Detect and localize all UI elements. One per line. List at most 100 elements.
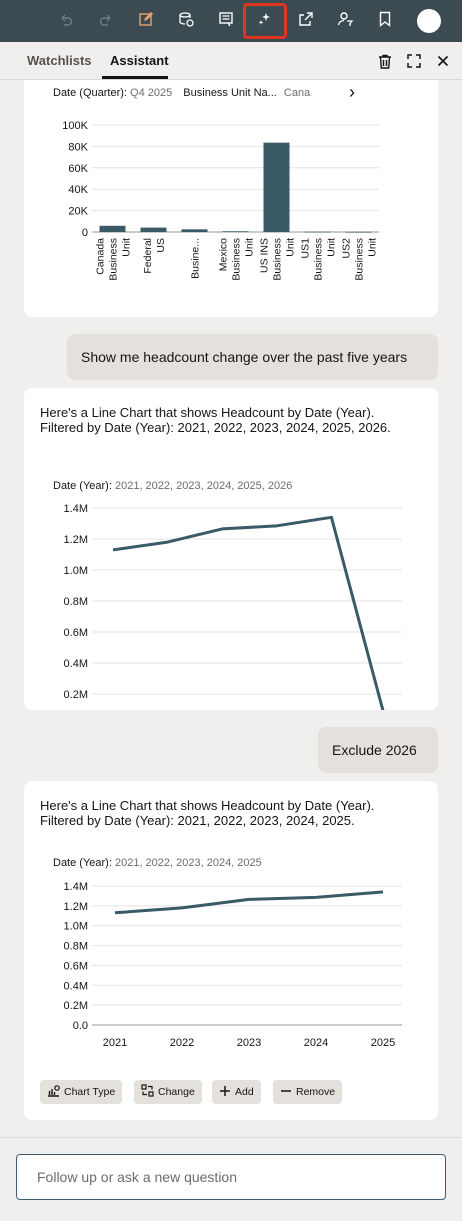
series-line [112,515,385,710]
y-tick-label: 0 [82,227,88,239]
edit-button[interactable] [126,5,166,37]
filter-label: Date (Year): [53,480,112,492]
filter-value: Q4 2025 [130,87,173,99]
series-line [114,890,384,915]
filter-value-2: Cana [283,87,311,99]
edit-icon [138,11,154,32]
bookmark-icon [377,11,393,32]
assistant-message-text: Here's a Line Chart that shows Headcount… [40,405,391,435]
bookmark-button[interactable] [365,5,405,37]
x-tick-label: Canada [95,238,107,275]
x-tick-label: 2025 [371,1037,395,1049]
add-button[interactable]: Add [212,1080,261,1104]
bar [345,231,372,233]
x-tick-label: 2022 [170,1037,194,1049]
tab-assistant[interactable]: Assistant [110,53,169,68]
x-tick-label: US INS [259,238,271,273]
comment-button[interactable] [206,5,246,37]
x-tick-label: US1 [300,238,312,259]
assistant-message-line-chart: Here's a Line Chart that shows Headcount… [24,781,438,1120]
y-tick-label: 20K [68,206,88,218]
y-tick-label: 0.8M [64,941,88,953]
change-button[interactable]: Change [134,1080,202,1104]
x-tick-label: Unit [326,238,338,257]
trash-icon[interactable] [375,51,395,71]
x-tick-label: Business [313,238,325,281]
remove-label: Remove [296,1086,336,1098]
chart-filter-line: Date (Quarter): Q4 2025 Business Unit Na… [53,87,310,99]
user-avatar[interactable] [417,9,441,33]
y-tick-label: 1.2M [64,901,88,913]
redo-button[interactable] [86,5,126,37]
top-toolbar [0,0,462,42]
remove-button[interactable]: Remove [273,1080,343,1104]
x-tick-label: 2021 [103,1037,127,1049]
share-button[interactable] [286,5,326,37]
filter-label-2: Business Unit Na... [183,87,277,99]
y-tick-label: 0.6M [64,627,88,639]
bar [181,229,208,232]
assistant-message-text: Here's a Line Chart that shows Headcount… [40,798,375,828]
assistant-message-bar-chart: Date (Quarter): Q4 2025 Business Unit Na… [24,80,438,317]
bar [222,231,249,233]
tab-watchlists[interactable]: Watchlists [27,53,92,68]
bar [304,231,331,233]
x-tick-label: Unit [285,238,297,257]
undo-icon [58,11,74,32]
user-filter-button[interactable] [325,5,365,37]
question-input-area [0,1137,462,1221]
assistant-button[interactable] [243,3,287,39]
chart-filter-line: Date (Year): 2021, 2022, 2023, 2024, 202… [53,480,292,492]
data-refresh-icon [178,11,194,32]
assistant-sparkle-icon [257,11,273,32]
y-tick-label: 100K [62,120,88,132]
y-tick-label: 1.4M [64,503,88,515]
user-filter-icon [337,11,354,32]
y-tick-label: 80K [68,141,88,153]
y-tick-label: 40K [68,184,88,196]
close-icon[interactable] [433,51,453,71]
y-tick-label: 1.0M [64,565,88,577]
x-tick-label: Business [272,238,284,281]
chart-type-icon [47,1084,60,1100]
user-message: Exclude 2026 [318,727,438,773]
y-tick-label: 1.4M [64,881,88,893]
panel-tabs: Watchlists Assistant [0,42,462,80]
expand-icon[interactable] [404,51,424,71]
y-tick-label: 60K [68,163,88,175]
change-label: Change [158,1086,195,1098]
x-tick-label: Federal [142,238,154,274]
chart-type-button[interactable]: Chart Type [40,1080,123,1104]
bar [263,142,290,232]
change-icon [141,1084,154,1100]
assistant-message-line-chart: Here's a Line Chart that shows Headcount… [24,388,438,710]
chart-actions: Chart Type Change Add Remove [40,1080,430,1104]
active-tab-indicator [102,76,168,79]
filter-label: Date (Year): [53,857,112,869]
add-icon [219,1085,231,1100]
y-tick-label: 0.0 [73,1020,88,1032]
x-tick-label: Business [354,238,366,281]
y-tick-label: 0.6M [64,960,88,972]
x-tick-label: Mexico [218,238,230,271]
x-tick-label: Unit [367,238,379,257]
y-tick-label: 0.4M [64,658,88,670]
x-tick-label: US2 [341,238,353,259]
undo-button[interactable] [46,5,86,37]
redo-icon [98,11,114,32]
bar [99,225,126,232]
x-tick-label: Busine... [190,238,202,279]
chart-filter-line: Date (Year): 2021, 2022, 2023, 2024, 202… [53,857,262,869]
x-tick-label: Business [231,238,243,281]
chevron-right-icon[interactable]: › [342,81,362,103]
y-tick-label: 0.2M [64,689,88,701]
y-tick-label: 1.2M [64,534,88,546]
data-refresh-button[interactable] [166,5,206,37]
bar [140,227,167,232]
filter-value: 2021, 2022, 2023, 2024, 2025 [114,857,262,869]
x-tick-label: US [155,238,167,253]
filter-label: Date (Quarter): [53,87,127,99]
share-icon [298,11,314,32]
question-input[interactable] [16,1154,446,1200]
